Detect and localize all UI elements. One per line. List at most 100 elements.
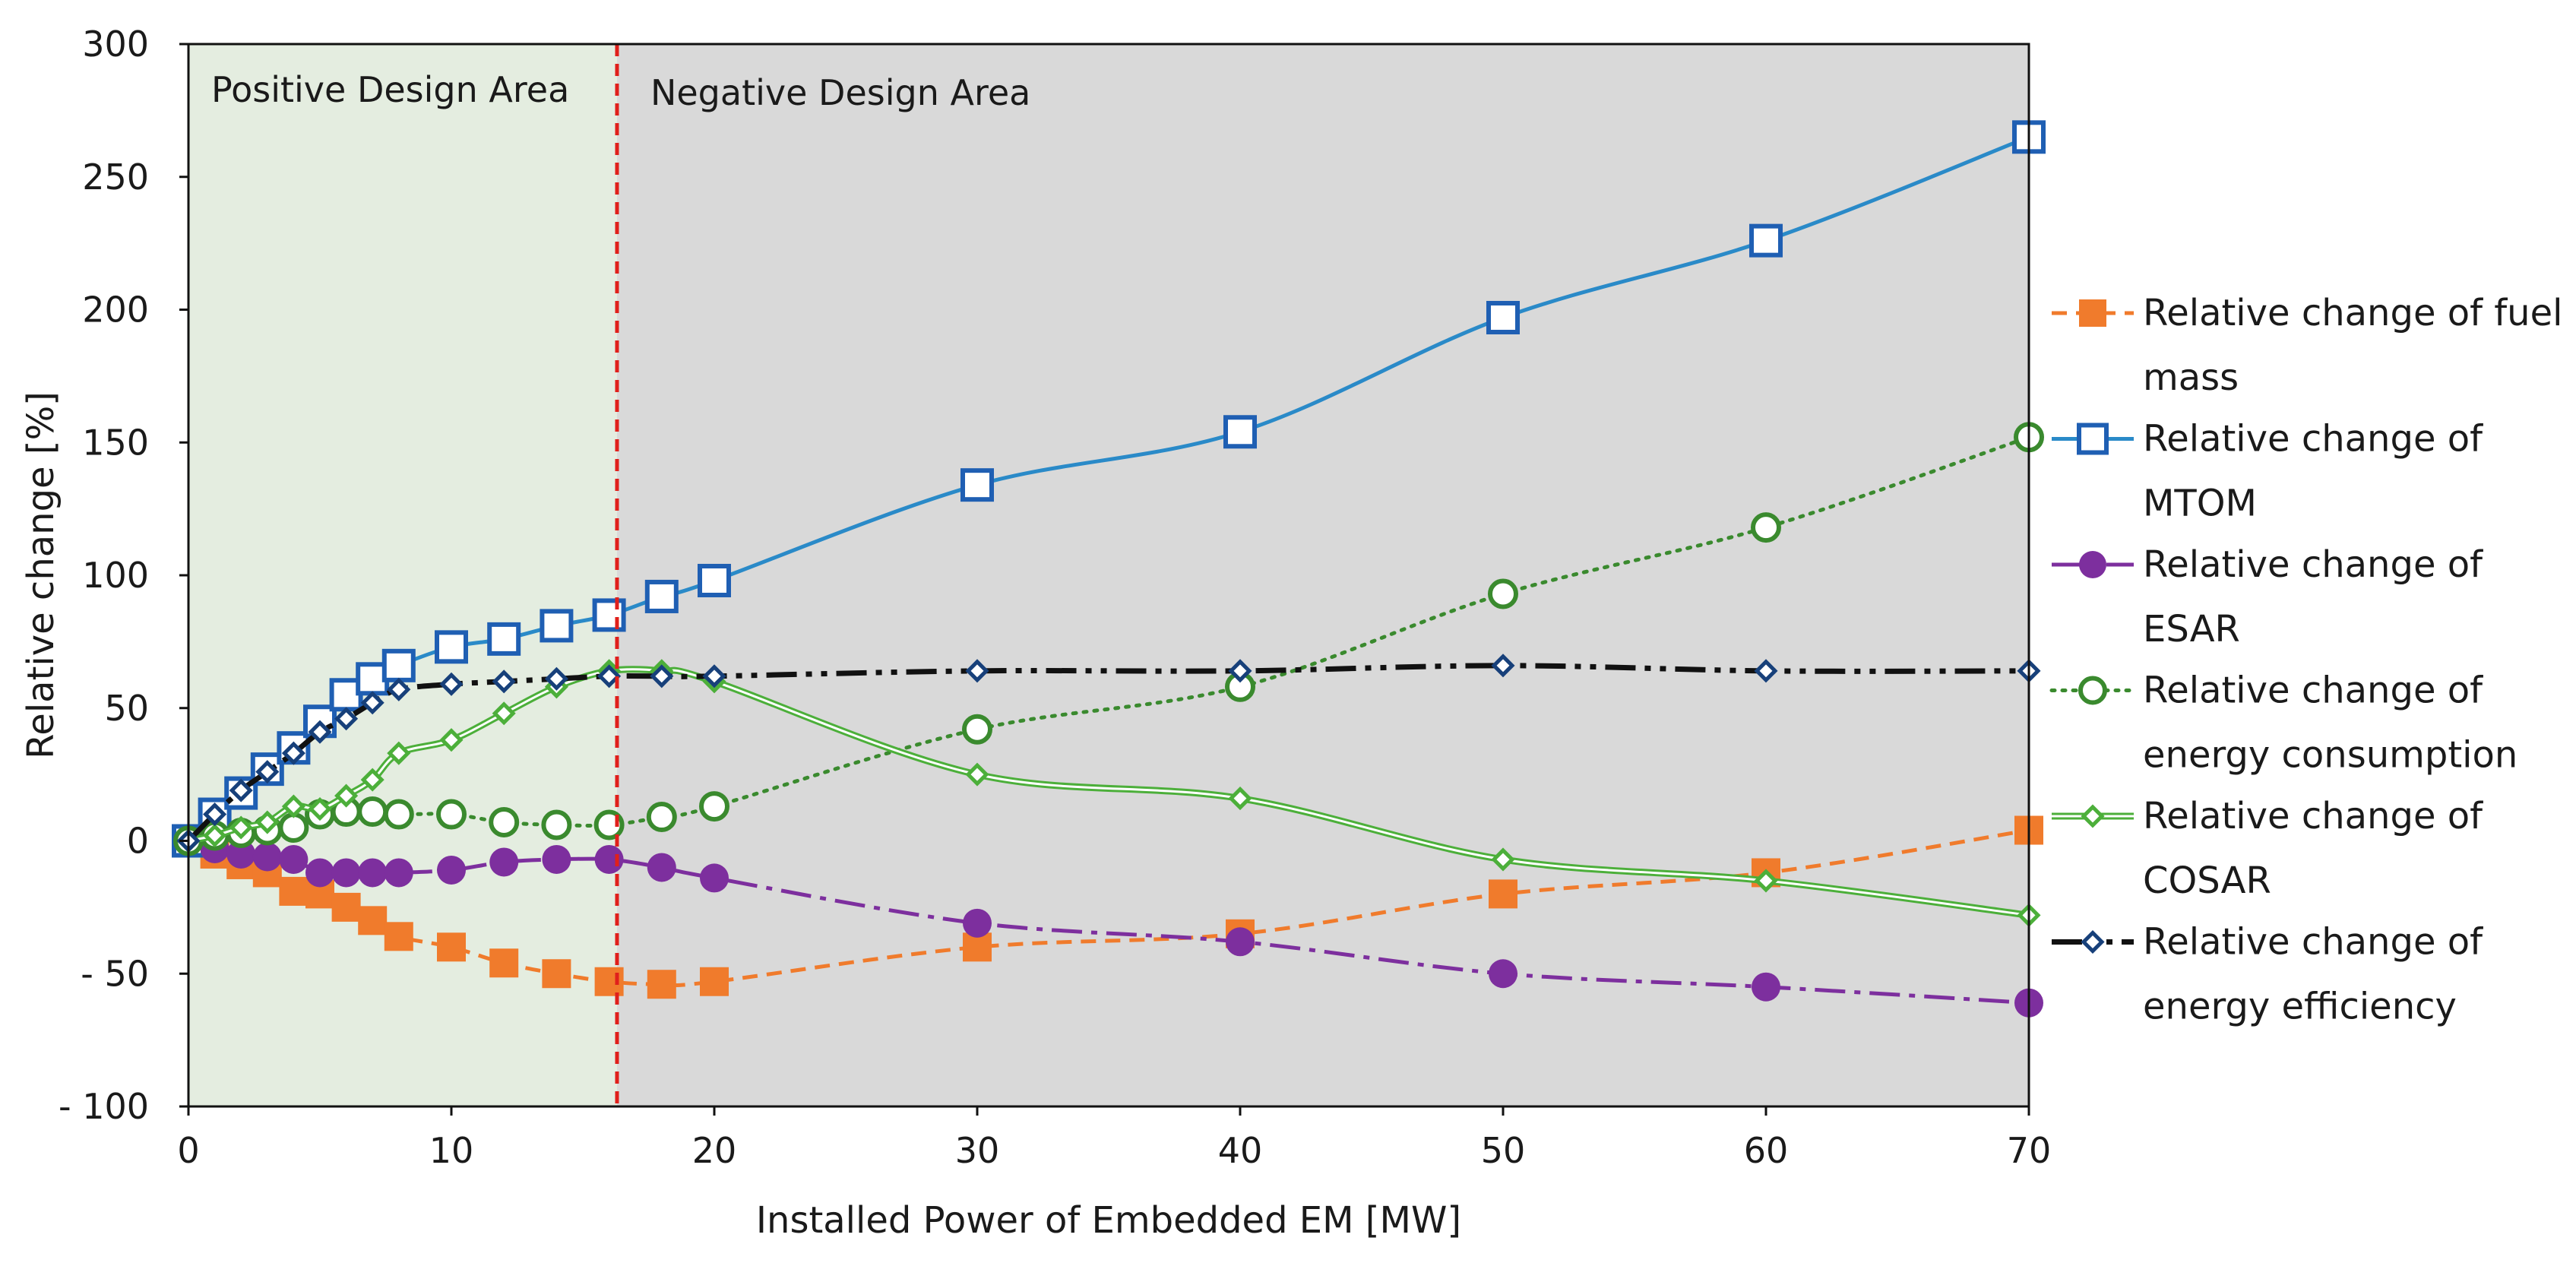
data-point — [646, 802, 677, 833]
y-tick-label: 100 — [82, 555, 149, 596]
x-tick-label: 50 — [1481, 1130, 1526, 1171]
data-point — [965, 659, 989, 683]
legend-item-4: Relative change of COSAR — [2052, 795, 2483, 902]
legend-item-3: Relative change of energy consumption — [2049, 669, 2517, 777]
data-point — [592, 598, 626, 632]
data-point — [203, 823, 227, 848]
data-point — [700, 967, 729, 996]
legend-label: ESAR — [2143, 608, 2240, 650]
negative-design-area — [616, 44, 2029, 1106]
data-point — [2077, 423, 2109, 455]
data-point — [2081, 929, 2105, 954]
data-point — [489, 807, 520, 838]
x-tick-label: 20 — [692, 1130, 737, 1171]
legend-item-1: Relative change of MTOM — [2052, 418, 2483, 525]
data-point — [700, 863, 729, 893]
data-point — [281, 794, 305, 818]
legend-label: Relative change of — [2143, 418, 2483, 461]
data-point — [281, 741, 305, 765]
data-point — [702, 664, 726, 688]
y-tick-label: 200 — [82, 290, 149, 331]
legend-item-2: Relative change of ESAR — [2052, 543, 2483, 650]
y-tick-label: 0 — [127, 821, 149, 862]
data-point — [487, 622, 521, 656]
legend-item-5: Relative change of energy efficiency — [2052, 921, 2483, 1028]
positive-design-area-label: Positive Design Area — [211, 69, 569, 110]
data-point — [305, 858, 334, 888]
legend: Relative change of fuel mass Relative chan… — [2049, 292, 2562, 1028]
data-point — [437, 855, 466, 885]
legend-label: Relative change of — [2143, 669, 2483, 712]
legend-label: Relative change of — [2143, 795, 2483, 837]
data-point — [1226, 927, 1255, 957]
x-tick-label: 10 — [429, 1130, 474, 1171]
y-tick-label: - 100 — [59, 1086, 149, 1127]
legend-label: Relative change of fuel — [2143, 292, 2562, 334]
data-point — [492, 701, 516, 726]
y-tick-label: 250 — [82, 157, 149, 198]
data-point — [358, 858, 388, 888]
data-point — [542, 844, 571, 874]
data-point — [439, 672, 464, 696]
data-point — [308, 720, 332, 744]
data-point — [597, 664, 622, 688]
data-point — [387, 741, 411, 765]
data-point — [542, 959, 571, 989]
data-point — [540, 609, 574, 643]
data-point — [334, 783, 359, 808]
x-axis-title: Installed Power of Embedded EM [MW] — [756, 1199, 1461, 1242]
data-point — [699, 791, 729, 822]
data-point — [489, 847, 519, 877]
data-point — [650, 664, 674, 688]
data-point — [1488, 578, 1518, 609]
data-point — [358, 906, 388, 935]
data-point — [387, 677, 411, 701]
legend-label: Relative change of — [2143, 543, 2483, 586]
data-point — [437, 932, 466, 962]
data-point — [960, 468, 994, 502]
series-4 — [176, 659, 2041, 927]
data-point — [541, 809, 572, 840]
y-tick-label: 300 — [82, 24, 149, 65]
legend-label: MTOM — [2143, 483, 2257, 525]
data-point — [1754, 869, 1778, 893]
data-point — [439, 728, 464, 752]
data-point — [647, 853, 676, 882]
data-point — [1751, 512, 1781, 543]
data-point — [962, 714, 992, 745]
data-point — [308, 797, 332, 821]
legend-label: COSAR — [2143, 859, 2271, 902]
data-point — [279, 844, 309, 874]
x-tick-label: 70 — [2007, 1130, 2052, 1171]
data-point — [1754, 659, 1778, 683]
data-point — [229, 815, 253, 840]
data-point — [489, 948, 519, 978]
data-point — [436, 799, 467, 830]
data-point — [644, 579, 679, 613]
design-area-regions — [188, 44, 2029, 1106]
data-point — [252, 842, 282, 872]
negative-design-area-label: Negative Design Area — [650, 72, 1030, 113]
data-point — [331, 892, 361, 922]
axes: 0 10 20 30 40 50 60 70 - 100 - 50 0 50 100 150 200 250 3… — [59, 24, 2051, 1171]
data-point — [1486, 300, 1520, 334]
data-point — [383, 799, 414, 830]
data-point — [1489, 959, 1517, 989]
x-tick-label: 40 — [1218, 1130, 1263, 1171]
data-point — [360, 691, 385, 715]
data-point — [698, 563, 731, 597]
data-point — [963, 908, 992, 938]
data-point — [229, 778, 253, 802]
data-point — [2078, 676, 2107, 705]
data-point — [2081, 804, 2105, 828]
data-point — [279, 876, 309, 906]
data-point — [965, 762, 989, 787]
y-tick-label: 150 — [82, 422, 149, 463]
data-point — [544, 666, 568, 691]
data-point — [1752, 972, 1780, 1002]
x-tick-label: 30 — [955, 1130, 1000, 1171]
legend-label: energy efficiency — [2143, 986, 2457, 1028]
legend-label: mass — [2143, 356, 2239, 399]
data-point — [384, 922, 413, 951]
